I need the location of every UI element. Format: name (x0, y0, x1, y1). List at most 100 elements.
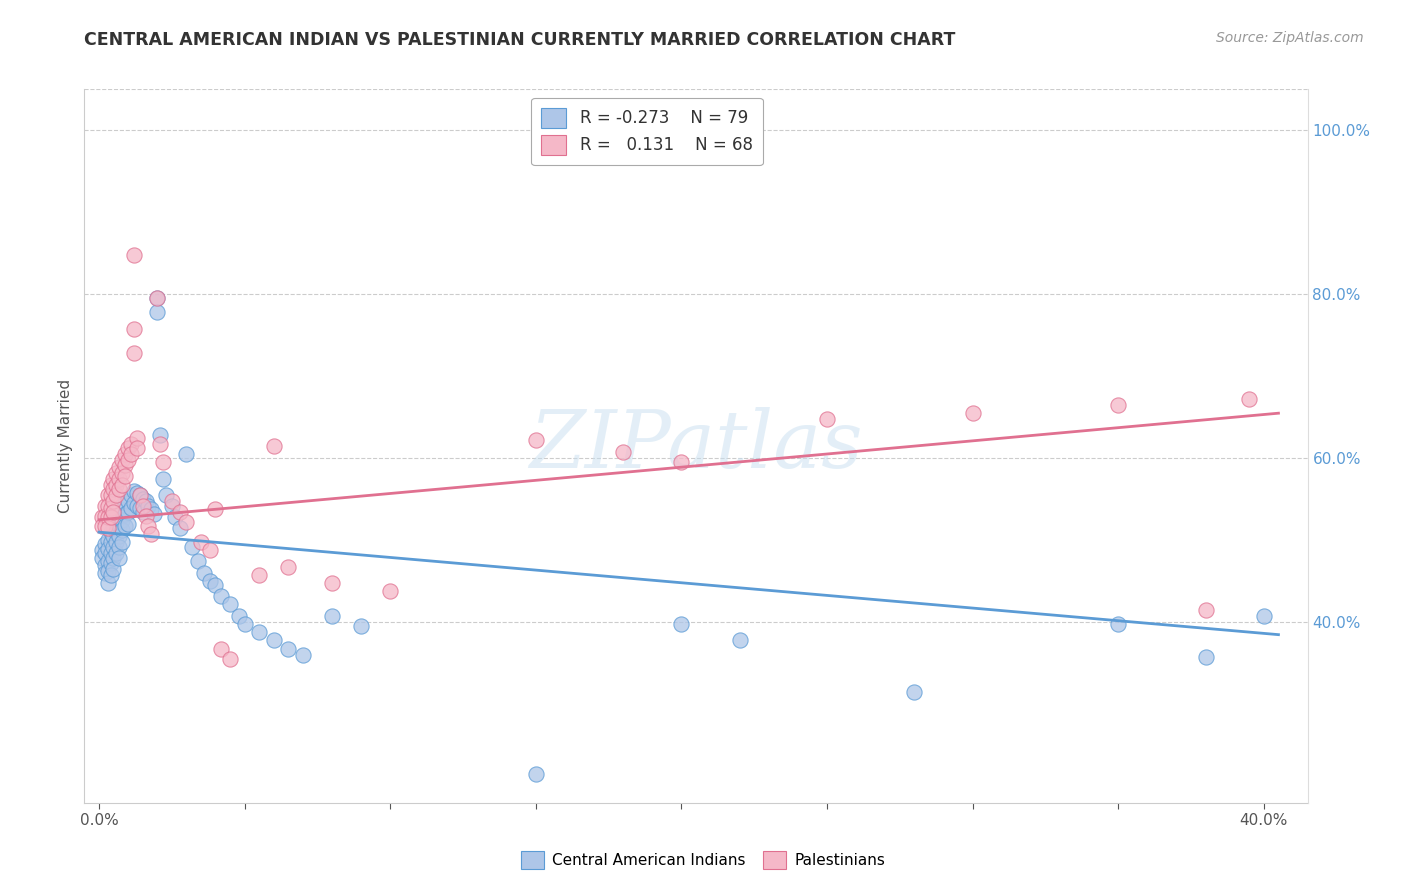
Point (105, 477, 128, 491)
Point (146, 291, 169, 305)
Point (160, 499, 183, 513)
Point (122, 346, 145, 360)
Point (152, 455, 174, 469)
Point (114, 458, 136, 472)
Point (97, 510, 120, 524)
Point (117, 453, 139, 467)
Point (103, 472, 125, 486)
Point (103, 551, 125, 566)
Point (209, 641, 232, 656)
Point (135, 494, 157, 508)
Point (160, 494, 183, 508)
Point (120, 500, 142, 515)
Point (169, 521, 191, 535)
Point (93, 558, 117, 572)
Point (187, 554, 209, 568)
Point (135, 508, 157, 523)
Point (219, 597, 242, 611)
Point (131, 499, 153, 513)
Point (111, 513, 134, 527)
Point (108, 459, 131, 474)
Point (97, 499, 120, 513)
Point (97, 521, 120, 535)
Point (1195, 603, 1218, 617)
Point (198, 574, 221, 589)
Point (90, 518, 112, 533)
Point (219, 652, 242, 666)
Point (108, 529, 131, 543)
Point (277, 559, 299, 574)
Point (122, 248, 145, 262)
Point (612, 444, 634, 458)
Point (105, 488, 128, 502)
Point (263, 633, 285, 648)
Text: CENTRAL AMERICAN INDIAN VS PALESTINIAN CURRENTLY MARRIED CORRELATION CHART: CENTRAL AMERICAN INDIAN VS PALESTINIAN C… (84, 31, 956, 49)
Point (90, 543, 112, 558)
Point (117, 442, 139, 456)
Point (131, 505, 153, 519)
Point (263, 439, 285, 453)
Point (138, 518, 160, 533)
Point (105, 466, 128, 480)
Point (228, 608, 250, 623)
Point (1253, 608, 1275, 623)
Point (108, 472, 131, 486)
Point (131, 492, 153, 507)
Point (380, 584, 402, 599)
Point (1195, 649, 1218, 664)
Point (100, 567, 122, 582)
Point (100, 525, 122, 540)
Point (93, 546, 117, 560)
Point (100, 546, 122, 560)
Point (103, 529, 125, 543)
Point (169, 505, 191, 519)
Point (105, 525, 128, 540)
Point (103, 483, 125, 497)
Point (1107, 617, 1129, 632)
Point (97, 541, 120, 556)
Point (149, 428, 172, 442)
Point (90, 510, 112, 524)
Point (111, 524, 134, 538)
Point (204, 502, 226, 516)
Point (120, 447, 142, 461)
Point (247, 625, 270, 640)
Point (100, 535, 122, 549)
Point (103, 562, 125, 576)
Point (111, 477, 134, 491)
Point (671, 455, 693, 469)
Point (114, 496, 136, 510)
Point (815, 412, 838, 426)
Point (114, 447, 136, 461)
Point (103, 494, 125, 508)
Point (93, 508, 117, 523)
Point (128, 488, 150, 502)
Point (114, 518, 136, 533)
Text: ZIPatlas: ZIPatlas (529, 408, 863, 484)
Point (903, 685, 925, 699)
Point (125, 499, 148, 513)
Point (247, 567, 270, 582)
Point (128, 500, 150, 515)
Point (728, 633, 751, 648)
Point (103, 518, 125, 533)
Point (149, 436, 172, 450)
Point (111, 466, 134, 480)
Point (128, 488, 150, 502)
Point (93, 499, 117, 513)
Point (97, 576, 120, 591)
Point (97, 533, 120, 548)
Point (146, 291, 169, 305)
Point (321, 576, 343, 591)
Point (122, 496, 145, 510)
Point (103, 540, 125, 554)
Point (1239, 392, 1261, 407)
Legend: R = -0.273    N = 79, R =   0.131    N = 68: R = -0.273 N = 79, R = 0.131 N = 68 (531, 97, 762, 165)
Point (120, 488, 142, 502)
Point (277, 641, 299, 656)
Point (103, 505, 125, 519)
Point (193, 566, 215, 581)
Legend: Central American Indians, Palestinians: Central American Indians, Palestinians (515, 845, 891, 875)
Point (120, 436, 142, 450)
Point (291, 648, 314, 662)
